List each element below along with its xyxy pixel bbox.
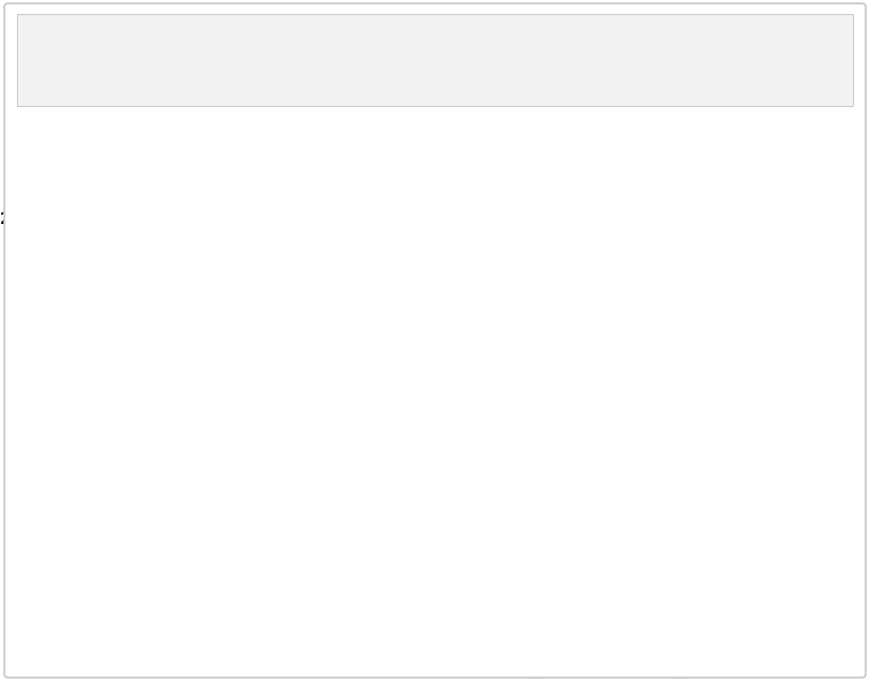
Wedge shape	[178, 321, 298, 449]
Bar	[636, 492, 723, 547]
Bar	[320, 195, 417, 240]
FancyBboxPatch shape	[17, 17, 143, 102]
Text: USD 6592.01: USD 6592.01	[583, 215, 684, 228]
Text: Market Size in Million: Market Size in Million	[643, 267, 769, 281]
FancyBboxPatch shape	[554, 106, 858, 300]
Bar	[794, 345, 847, 400]
Bar	[790, 492, 847, 547]
Text: Global Electromechanical Relay Market: Global Electromechanical Relay Market	[81, 118, 475, 137]
Wedge shape	[50, 321, 178, 572]
Title: Asia Pacific Share in the
Electromechanical Relay Market in 2023 (%): Asia Pacific Share in the Electromechani…	[141, 127, 450, 155]
Bar	[52, 195, 222, 240]
Text: 2030: 2030	[760, 177, 798, 191]
FancyBboxPatch shape	[134, 17, 485, 102]
Circle shape	[430, 48, 631, 71]
Text: ⚡: ⚡	[187, 50, 198, 69]
Bar	[417, 195, 447, 240]
Bar	[502, 492, 636, 547]
Bar	[222, 195, 320, 240]
Bar	[723, 345, 794, 400]
Legend: Consumer Electronics, Industrial Automation, Automotive, Aerospace, Others: Consumer Electronics, Industrial Automat…	[525, 650, 753, 681]
FancyBboxPatch shape	[476, 17, 852, 102]
Wedge shape	[178, 402, 307, 466]
Bar	[430, 492, 502, 547]
Text: 🌐: 🌐	[60, 34, 67, 44]
Bar	[510, 345, 643, 400]
Bar	[485, 195, 539, 240]
Text: 2023: 2023	[614, 177, 653, 191]
Bar	[643, 345, 723, 400]
Text: Global Electromechanical
Relay Market Size: Global Electromechanical Relay Market Si…	[618, 131, 794, 161]
Text: 3.52 % CAGR: 3.52 % CAGR	[618, 27, 709, 40]
Legend: General-purpose
relays, Machine control relays, Reed Relays, Others: General-purpose relays, Machine control …	[318, 412, 466, 487]
Bar	[447, 195, 485, 240]
Bar	[723, 492, 790, 547]
Text: 🔥: 🔥	[527, 52, 534, 67]
Wedge shape	[138, 449, 306, 578]
Circle shape	[0, 27, 172, 51]
Text: MMR: MMR	[76, 72, 109, 84]
Text: Asia Pacific Electromechanical Relay
Market accounted largest market
share in 20: Asia Pacific Electromechanical Relay Mar…	[231, 41, 421, 78]
Circle shape	[92, 48, 293, 71]
Text: USD 8398.23: USD 8398.23	[728, 215, 829, 228]
Text: Global Electromechanical Relay
Market to grow at a CAGR of
3.52 % during 2024-20: Global Electromechanical Relay Market to…	[595, 50, 749, 88]
Title: Global Electromechanical Relay
Market,by Application in 2023
(in %): Global Electromechanical Relay Market,by…	[529, 249, 748, 291]
Legend: China, South Korea, India, Japan, Indonesia, Rest of APAC: China, South Korea, India, Japan, Indone…	[110, 366, 481, 382]
Bar	[430, 345, 510, 400]
Title: Global Electromechanical Relay
Market share, by Type in 2023  (%): Global Electromechanical Relay Market sh…	[56, 257, 301, 285]
